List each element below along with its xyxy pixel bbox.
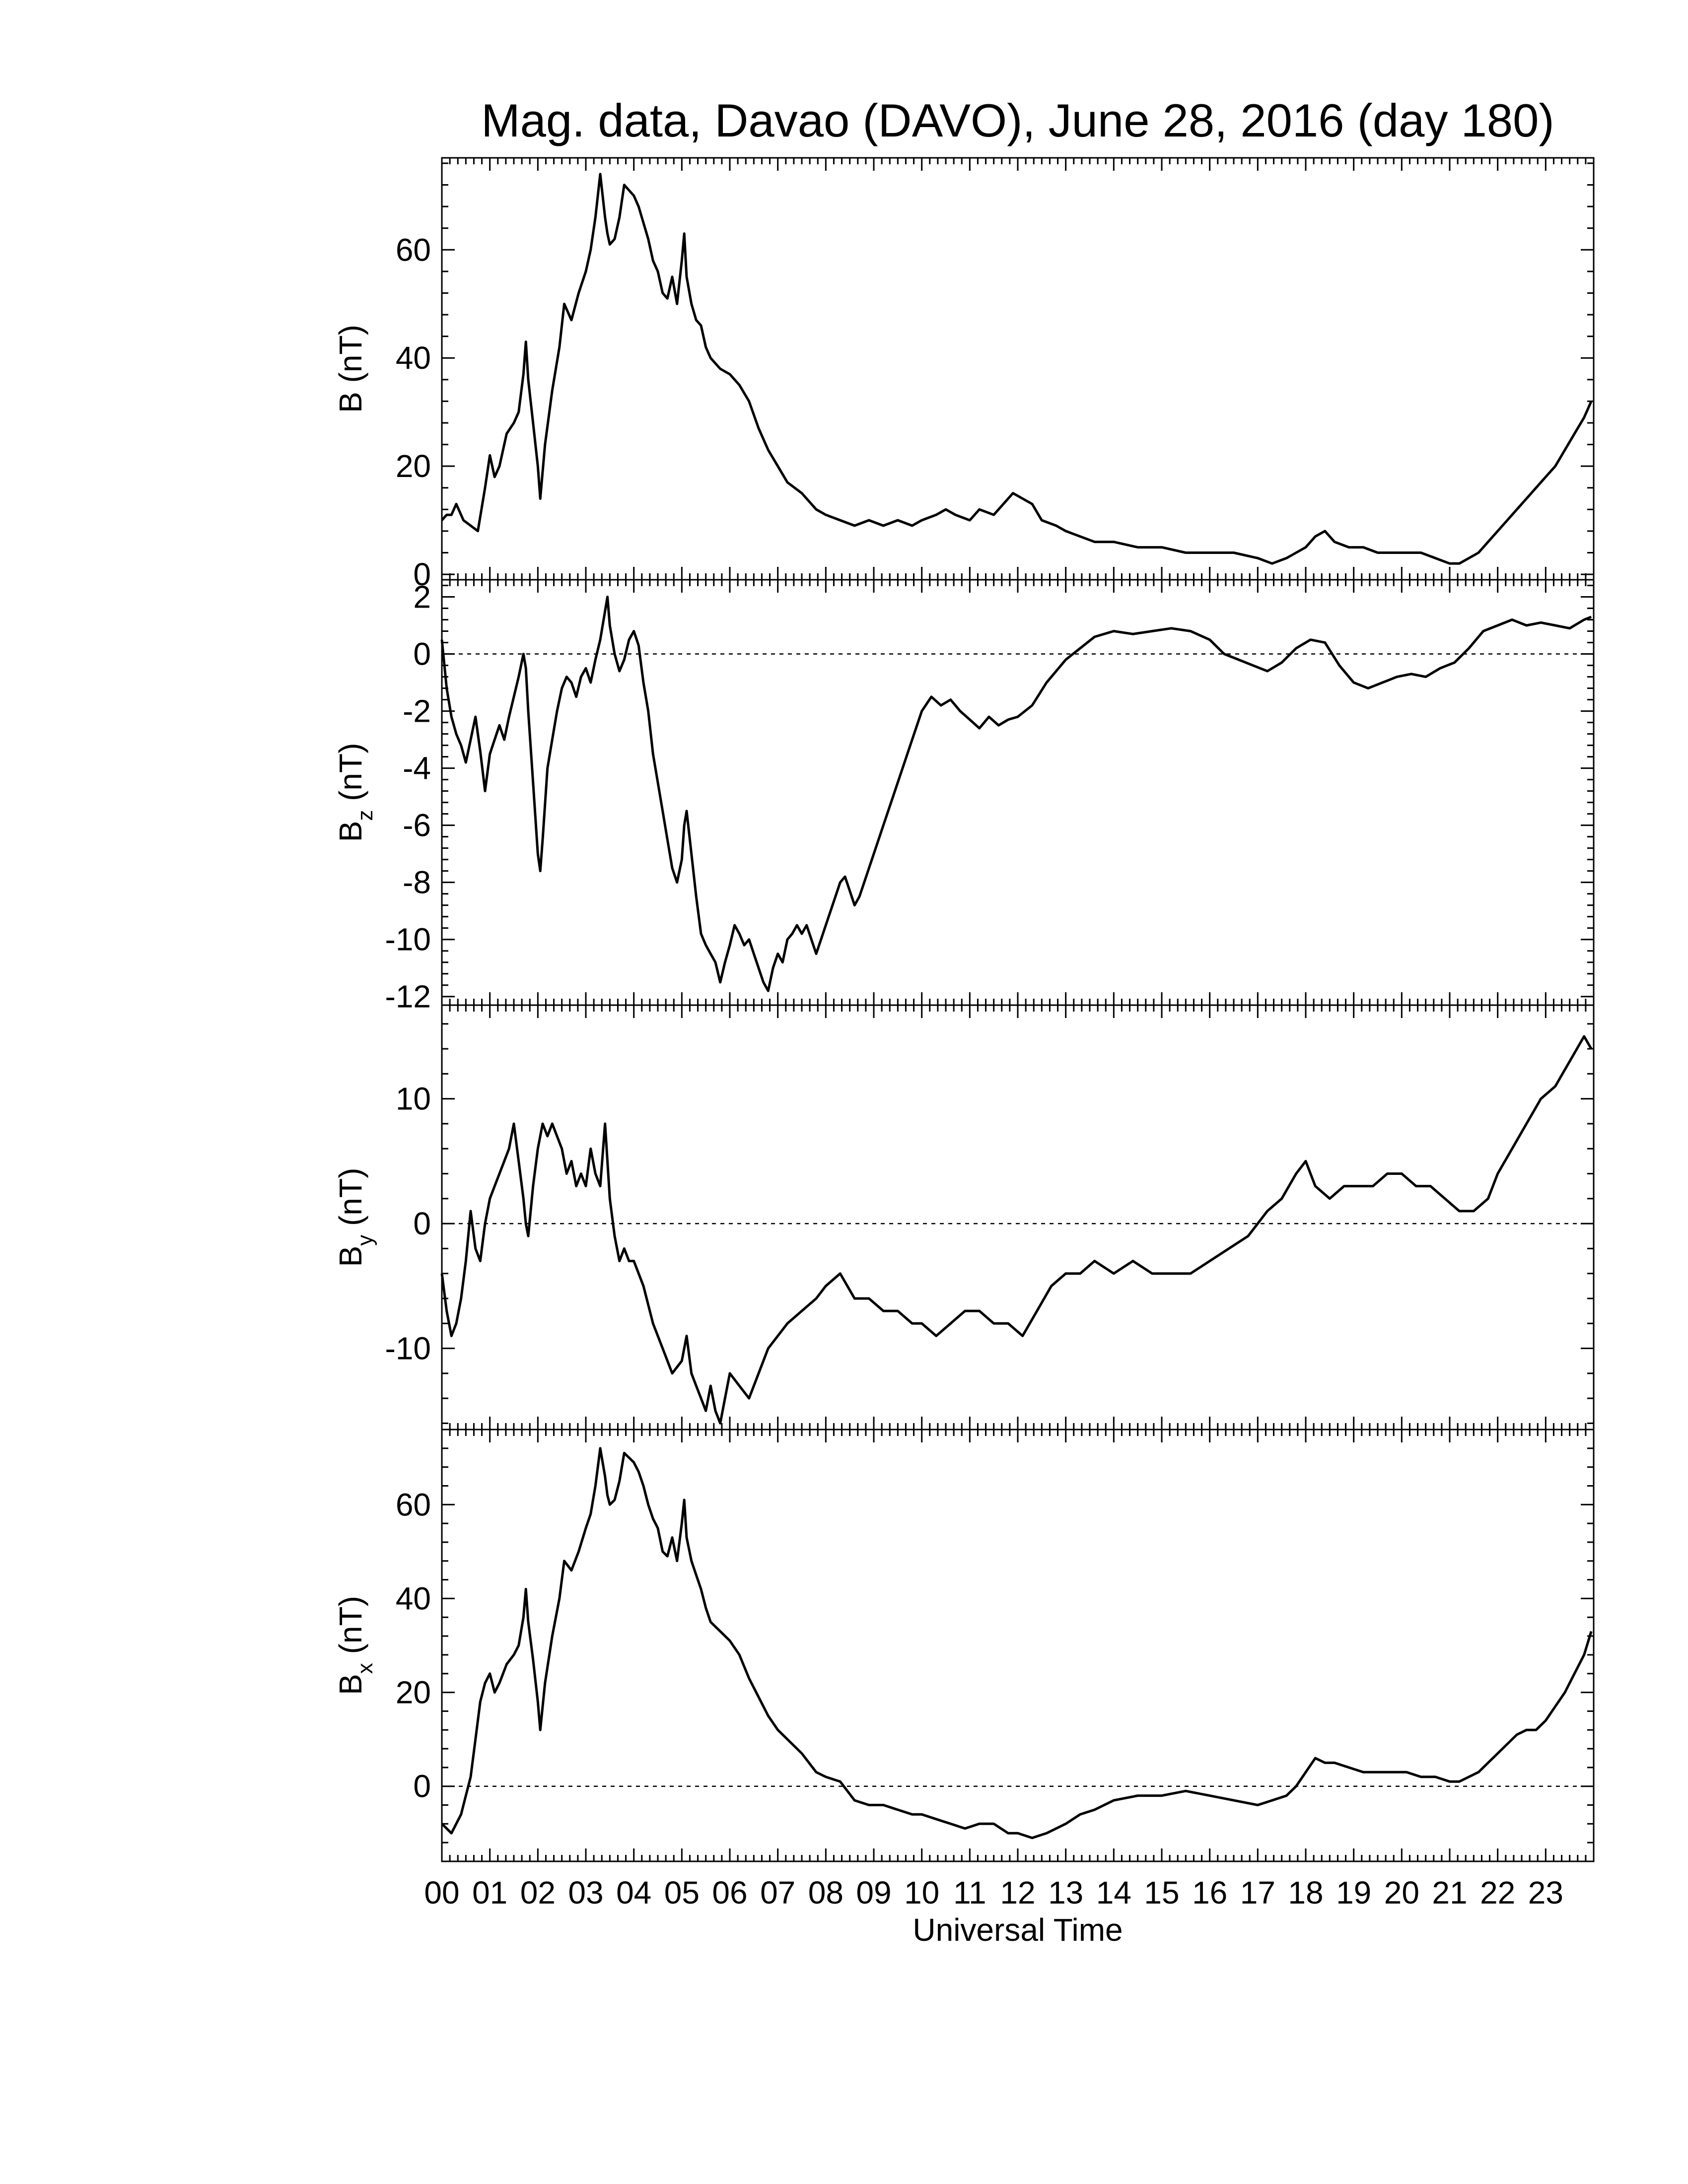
y-tick-label-Bz: -2: [403, 693, 431, 729]
y-tick-label-Bz: -12: [385, 979, 431, 1015]
x-axis-label: Universal Time: [913, 1912, 1123, 1948]
y-tick-label-Bz: -4: [403, 751, 431, 786]
panel-frame-B: [441, 157, 1595, 581]
panel-B: 0 20 40 60 B (nT): [333, 157, 1595, 592]
chart-title: Mag. data, Davao (DAVO), June 28, 2016 (…: [481, 94, 1554, 146]
x-tick-label: 11: [953, 1875, 986, 1911]
y-tick-label-Bx: 40: [396, 1580, 431, 1616]
x-tick-label: 02: [520, 1875, 556, 1911]
series-line-By: [440, 1035, 1593, 1425]
series-line-Bz: [440, 596, 1592, 992]
x-tick-label: 00: [424, 1875, 459, 1911]
x-tick-label: 19: [1336, 1875, 1371, 1911]
x-tick-label: 20: [1384, 1875, 1419, 1911]
series-line-Bx: [441, 1447, 1593, 1840]
x-tick-label: 14: [1096, 1875, 1131, 1911]
y-tick-label-B: 60: [396, 232, 431, 268]
y-tick-label-By: 0: [413, 1206, 431, 1241]
x-tick-label: 10: [904, 1875, 939, 1911]
x-tick-label: 13: [1048, 1875, 1083, 1911]
x-tick-label: 05: [664, 1875, 700, 1911]
y-tick-label-Bx: 20: [396, 1675, 431, 1710]
panel-By: -10 0 10 By (nT): [333, 1004, 1595, 1431]
x-tick-label: 08: [808, 1875, 844, 1911]
y-tick-label-By: -10: [385, 1331, 431, 1366]
x-tick-labels: 00 01 02 03 04 05 06 07 08 09 10 11 12 13 14 15 16 17 18 19…: [424, 1875, 1563, 1911]
x-tick-label: 16: [1192, 1875, 1227, 1911]
panel-frame-Bz: [441, 579, 1595, 1006]
y-tick-label-Bz: -6: [403, 808, 431, 843]
x-tick-label: 01: [472, 1875, 507, 1911]
y-axis-label-B: B (nT): [333, 325, 368, 413]
x-tick-label: 21: [1432, 1875, 1467, 1911]
x-tick-label: 23: [1528, 1875, 1563, 1911]
y-tick-label-B: 40: [396, 340, 431, 376]
y-tick-label-Bz: 0: [413, 636, 431, 672]
x-tick-label: 04: [616, 1875, 651, 1911]
x-tick-label: 22: [1480, 1875, 1515, 1911]
panel-Bx: 0 20 40 60 Bx (nT): [333, 1429, 1595, 1862]
x-tick-label: 15: [1144, 1875, 1179, 1911]
y-tick-label-B: 0: [413, 556, 431, 592]
y-axis-label-Bx: Bx (nT): [333, 1596, 377, 1695]
x-tick-label: 03: [568, 1875, 603, 1911]
x-tick-label: 06: [712, 1875, 747, 1911]
y-tick-label-Bx: 60: [396, 1487, 431, 1522]
y-tick-label-B: 20: [396, 448, 431, 484]
series-line-B: [441, 173, 1593, 565]
x-tick-label: 17: [1240, 1875, 1275, 1911]
x-tick-label: 18: [1288, 1875, 1323, 1911]
panel-frame-Bx: [441, 1429, 1595, 1862]
panel-frame-By: [441, 1004, 1595, 1431]
x-tick-label: 12: [1000, 1875, 1035, 1911]
y-axis-label-Bz: Bz (nT): [333, 743, 377, 842]
y-tick-label-Bz: -8: [403, 865, 431, 900]
y-axis-label-By: By (nT): [333, 1168, 377, 1267]
y-tick-label-By: 10: [396, 1081, 431, 1117]
panel-Bz: -12 -10 -8 -6 -4 -2 0 2 Bz (nT): [333, 579, 1595, 1015]
y-tick-label-Bz: 2: [413, 579, 431, 615]
y-tick-label-Bx: 0: [413, 1769, 431, 1804]
x-tick-label: 09: [856, 1875, 891, 1911]
y-tick-label-Bz: -10: [385, 922, 431, 957]
x-tick-label: 07: [760, 1875, 795, 1911]
